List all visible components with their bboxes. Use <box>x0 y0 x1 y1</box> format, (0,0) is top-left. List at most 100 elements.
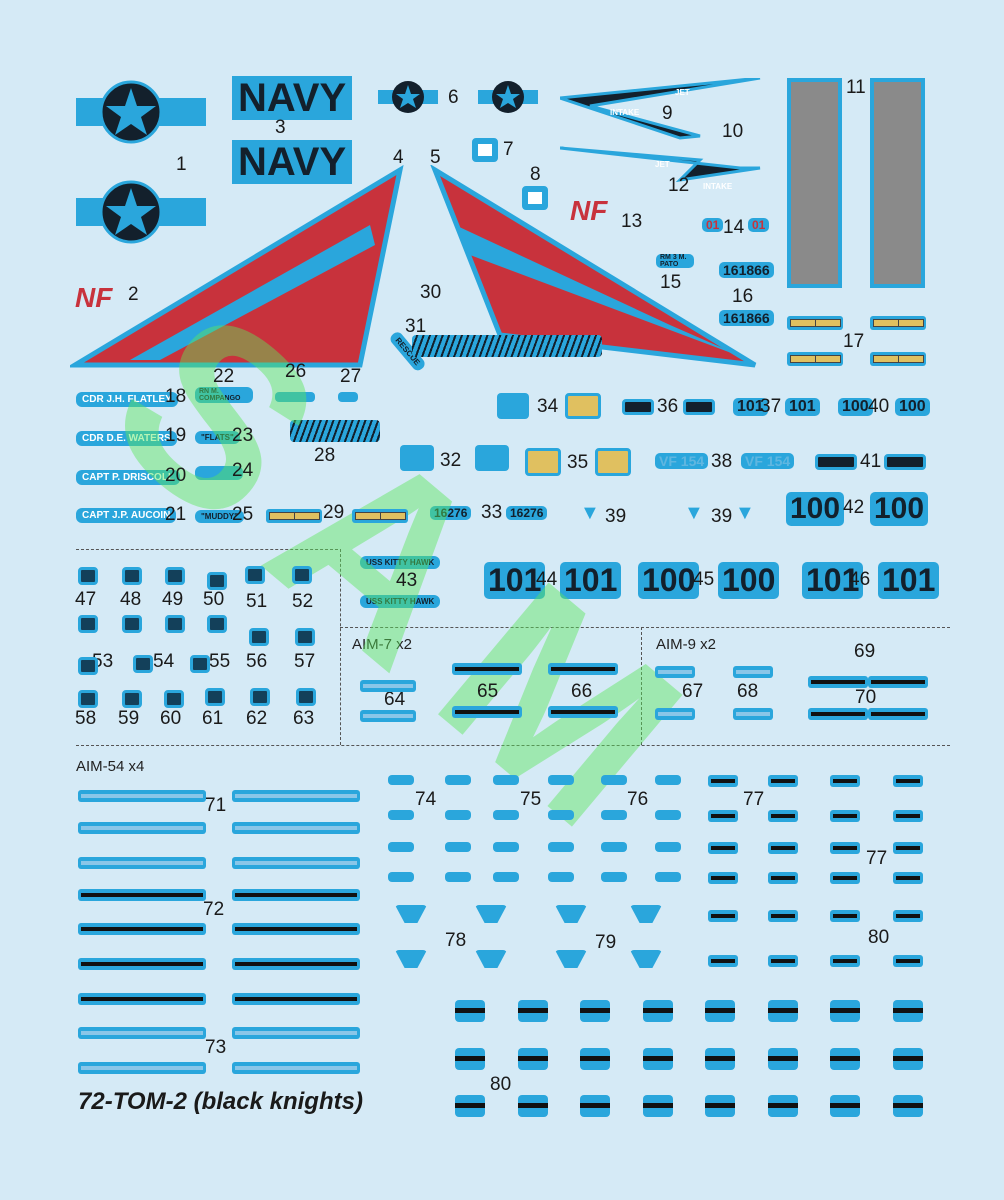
black-bar-decal <box>455 1095 485 1117</box>
modex-decal: 101 <box>878 562 940 599</box>
decal-number: 24 <box>232 460 254 481</box>
walkway-stripes-decal <box>412 335 602 357</box>
decal-number: 59 <box>118 708 140 729</box>
stencil-decal <box>548 842 574 852</box>
aim54-stripe-decal <box>232 790 360 802</box>
decal-number: 73 <box>205 1037 227 1058</box>
name-tag: CDR J.H. FLATLEY <box>76 392 178 407</box>
decal-number: 29 <box>323 502 345 523</box>
insignia-decal <box>122 690 142 708</box>
decal-number: 34 <box>537 396 559 417</box>
insignia-decal <box>133 655 153 673</box>
decal-number: 41 <box>860 451 882 472</box>
decal-number: 35 <box>567 452 589 473</box>
stencil-decal <box>601 842 627 852</box>
decal-number: 66 <box>571 681 593 702</box>
modex-decal: 100 <box>870 492 929 526</box>
decal-number: 6 <box>448 87 459 108</box>
stencil-decal <box>655 842 681 852</box>
aim54-stripe-decal <box>78 993 206 1005</box>
missile-stripe-decal <box>452 663 522 675</box>
flag-decal <box>400 445 434 471</box>
insignia-decal <box>165 567 185 585</box>
black-stripe-decal <box>830 955 860 967</box>
aim7-label: AIM-7 x2 <box>352 636 413 653</box>
black-bar-decal <box>893 1000 923 1022</box>
decal-number: 43 <box>396 570 418 591</box>
yellow-stripe-decal <box>870 352 926 366</box>
decal-number: 52 <box>292 591 314 612</box>
stencil-decal <box>388 775 414 785</box>
decal-number: 56 <box>246 651 268 672</box>
insignia-decal <box>122 615 142 633</box>
serial-decal: 16276 <box>430 506 472 520</box>
decal-number: 27 <box>340 366 362 387</box>
stencil-decal <box>655 775 681 785</box>
decal-number: 25 <box>232 504 254 525</box>
black-stripe-decal <box>830 910 860 922</box>
insignia-decal <box>292 566 312 584</box>
navy-decal: NAVY <box>232 76 353 120</box>
decal-number: 38 <box>711 451 733 472</box>
aim54-label-decal <box>630 950 662 968</box>
decal-number: 80 <box>868 927 890 948</box>
insignia-decal <box>207 615 227 633</box>
decal-number: 51 <box>246 591 268 612</box>
serial-decal: 161866 <box>719 262 774 278</box>
black-bar-decal <box>893 1095 923 1117</box>
decal-number: 77 <box>866 848 888 869</box>
aim54-stripe-decal <box>78 822 206 834</box>
black-bar-decal <box>768 1048 798 1070</box>
aim54-stripe-decal <box>78 889 206 901</box>
black-stripe-decal <box>893 810 923 822</box>
decal-number: 1 <box>176 154 187 175</box>
decal-number: 74 <box>415 789 437 810</box>
stencil-decal <box>388 810 414 820</box>
decal-number: 62 <box>246 708 268 729</box>
sheet-title: 72-TOM-2 (black knights) <box>78 1088 363 1115</box>
black-stripe-decal <box>768 842 798 854</box>
modex-decal: 101 <box>484 562 546 599</box>
missile-stripe-decal <box>808 676 868 688</box>
square-decal <box>497 393 529 419</box>
black-bar-decal <box>768 1000 798 1022</box>
yellow-stripe-decal <box>787 316 843 330</box>
missile-stripe-decal <box>733 666 773 678</box>
decal-number: 65 <box>477 681 499 702</box>
stencil-decal <box>493 842 519 852</box>
decal-number: 32 <box>440 450 462 471</box>
black-bar-decal <box>518 1095 548 1117</box>
black-stripe-decal <box>830 775 860 787</box>
stencil-decal <box>493 872 519 882</box>
stencil-decal <box>445 872 471 882</box>
black-stripe-decal <box>893 955 923 967</box>
triangle-decal: ▼ <box>684 502 704 524</box>
insignia-decal <box>164 690 184 708</box>
decal-number: 22 <box>213 366 235 387</box>
stencil-decal <box>493 775 519 785</box>
black-stripe-decal <box>830 872 860 884</box>
black-bar-decal <box>830 1000 860 1022</box>
decal-number: 11 <box>846 77 866 98</box>
decal-number: 71 <box>205 795 227 816</box>
gray-panel-decal <box>870 78 925 288</box>
roundel-decals <box>76 80 206 244</box>
decal-number: 50 <box>203 589 225 610</box>
squadron-decal: VF 154 <box>741 453 795 469</box>
nf-decal: NF <box>75 282 113 313</box>
aim54-stripe-decal <box>78 1027 206 1039</box>
black-bar-decal <box>893 1048 923 1070</box>
decal-number: 37 <box>760 396 782 417</box>
aim54-stripe-decal <box>232 857 360 869</box>
decal-number: 5 <box>430 147 441 168</box>
modex-decal: 101 <box>733 398 768 416</box>
black-stripe-decal <box>708 775 738 787</box>
black-stripe-decal <box>708 955 738 967</box>
flag-decal <box>475 445 509 471</box>
ship-name-decal: USS KITTY HAWK <box>360 595 441 608</box>
missile-stripe-decal <box>360 710 416 722</box>
divider <box>340 627 950 628</box>
decal-number: 58 <box>75 708 97 729</box>
walkway-stripes-decal <box>290 420 380 442</box>
stencil-decal <box>445 810 471 820</box>
